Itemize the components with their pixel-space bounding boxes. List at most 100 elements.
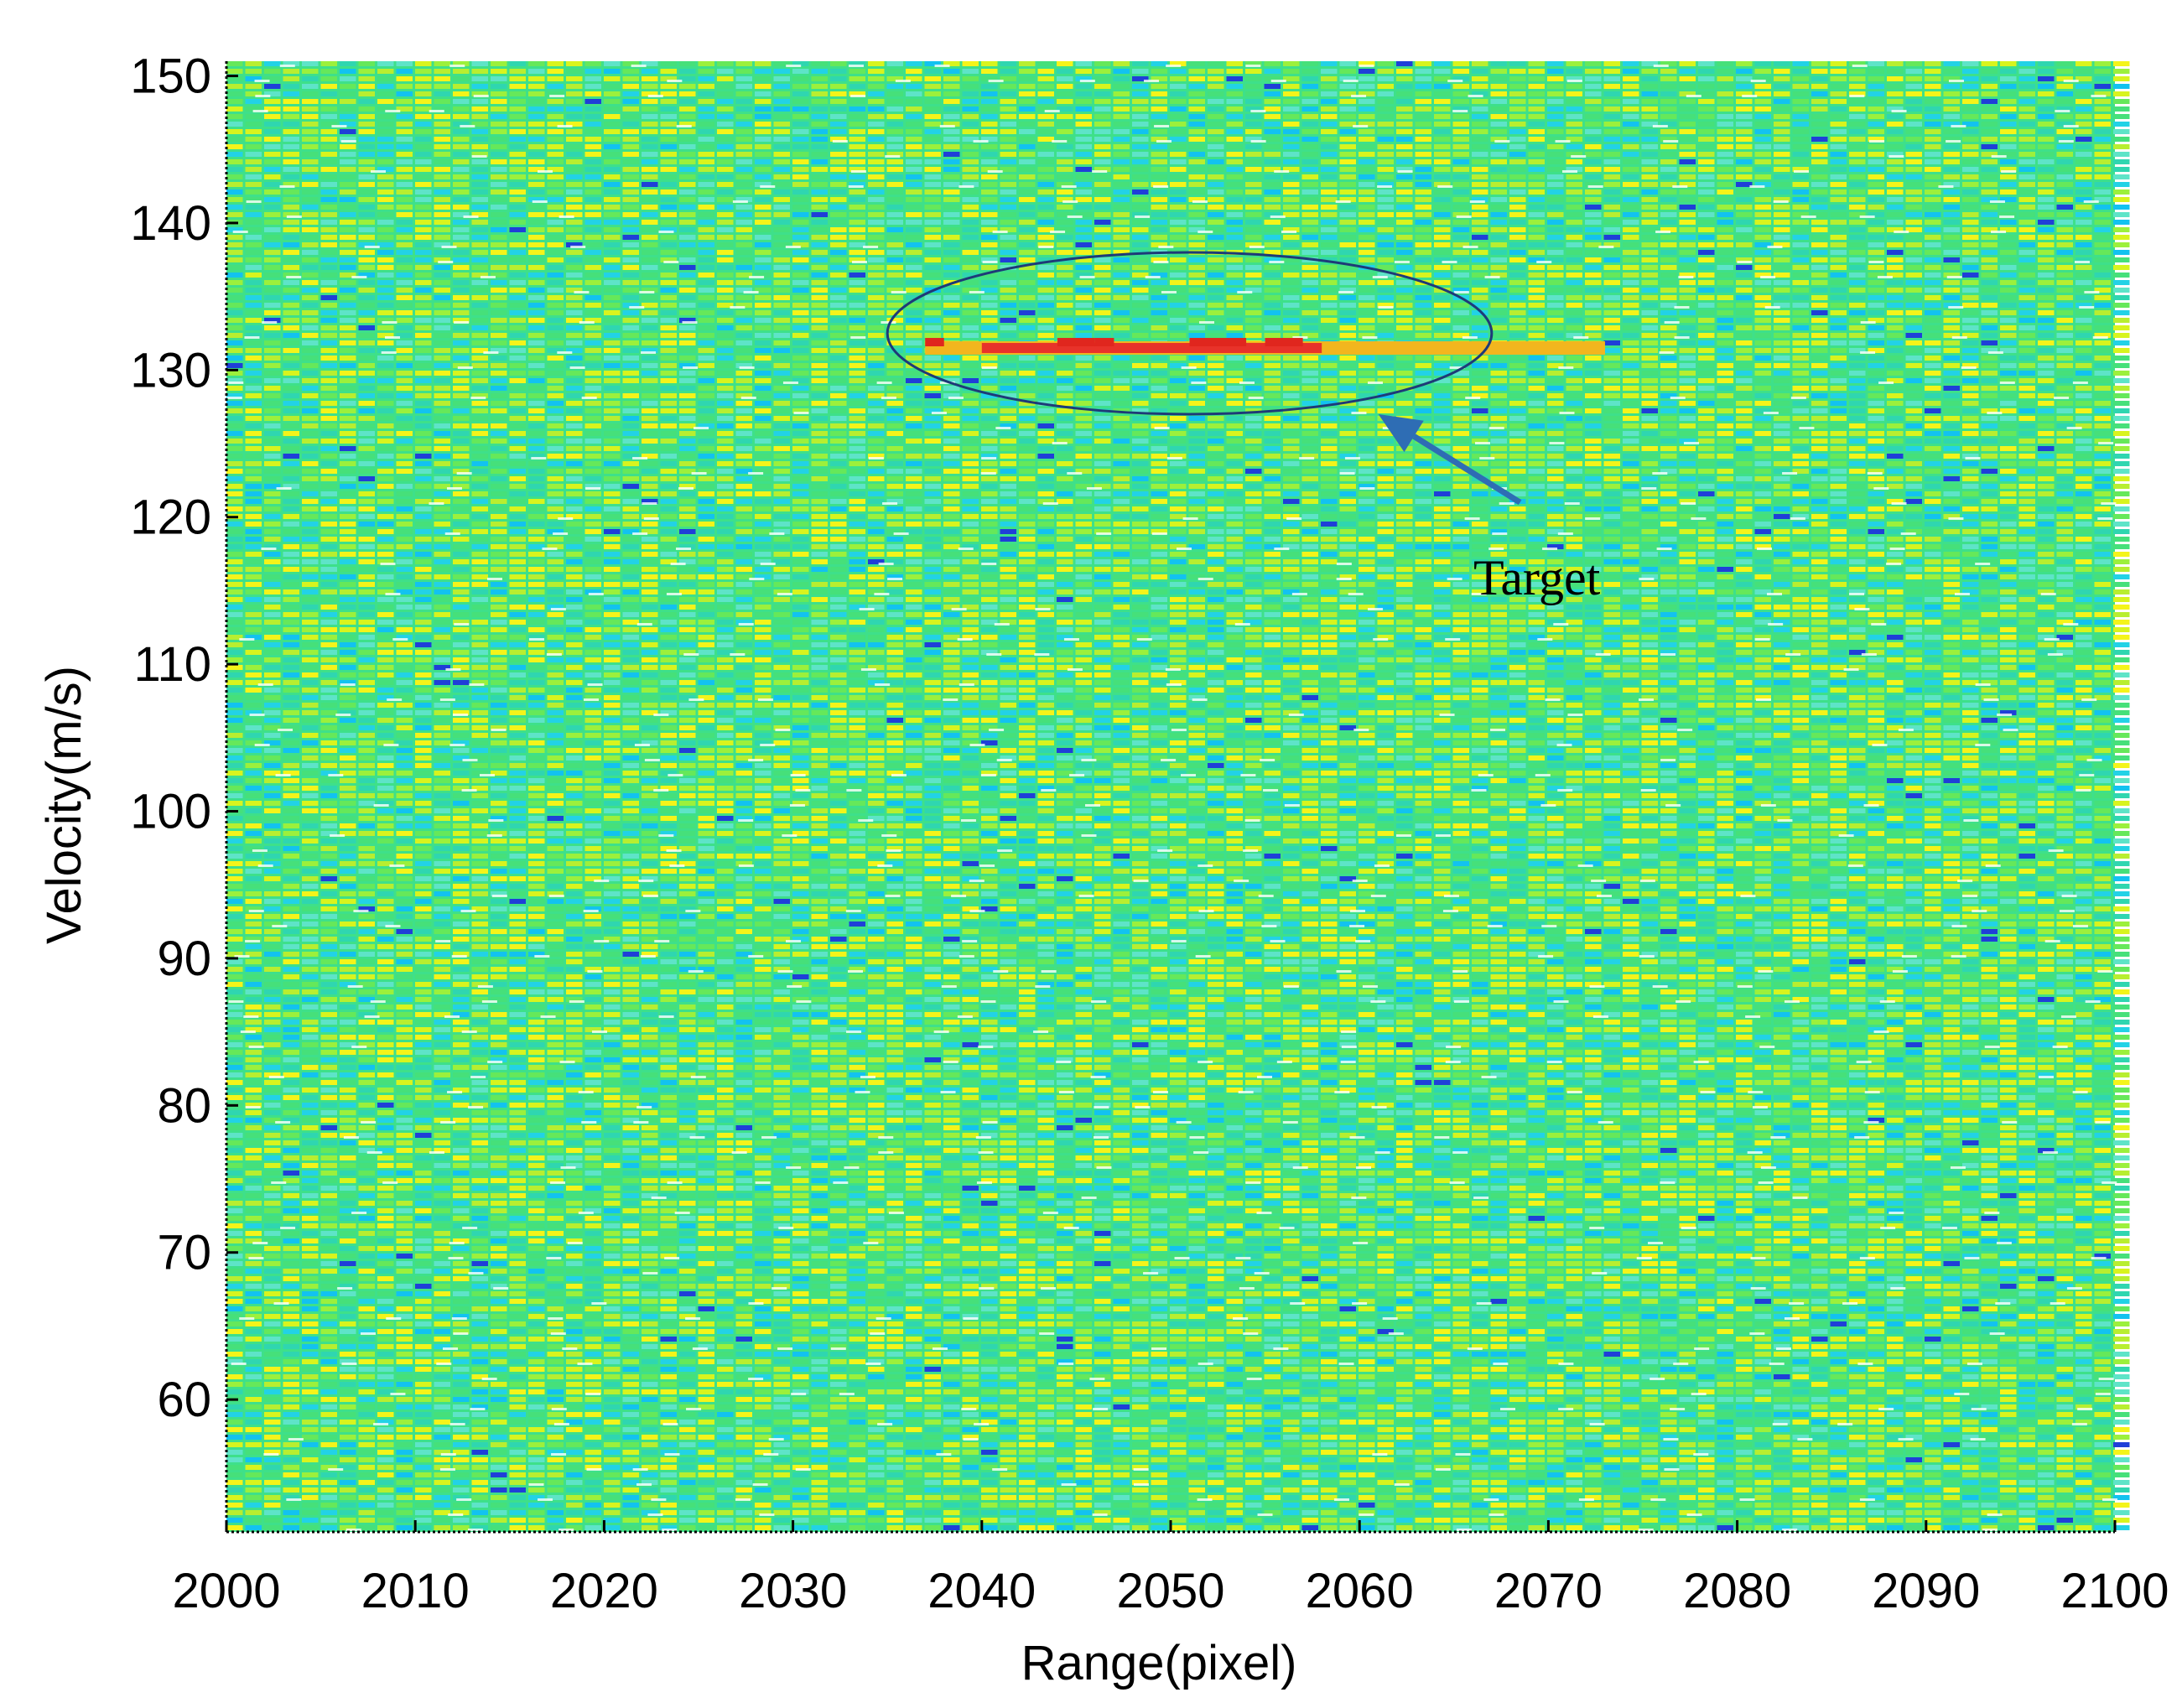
heatmap-cell xyxy=(1189,137,1206,142)
heatmap-cell xyxy=(604,159,621,164)
heatmap-cell xyxy=(830,129,847,134)
heatmap-cell xyxy=(510,69,527,74)
heatmap-cell xyxy=(1378,91,1395,96)
heatmap-cell xyxy=(472,159,489,164)
heatmap-cell xyxy=(2019,69,2036,74)
heatmap-cell xyxy=(2019,61,2036,66)
heatmap-cell xyxy=(1302,84,1319,89)
heatmap-cell xyxy=(397,76,413,81)
heatmap-cell xyxy=(1472,122,1488,127)
heatmap-cell xyxy=(679,144,696,149)
heatmap-cell xyxy=(1019,61,1036,66)
heatmap-cell xyxy=(1472,84,1488,89)
heatmap-cell xyxy=(1604,137,1621,142)
heatmap-cell xyxy=(1000,122,1017,127)
heatmap-cell xyxy=(1038,69,1055,74)
heatmap-cell xyxy=(755,137,771,142)
heatmap-cell xyxy=(1491,69,1508,74)
heatmap-cell xyxy=(226,137,243,142)
heatmap-cell xyxy=(604,152,621,157)
heatmap-cell xyxy=(1660,99,1677,104)
heatmap-cell xyxy=(246,137,262,142)
heatmap-cell xyxy=(472,129,489,134)
heatmap-cell xyxy=(1925,137,1941,142)
heatmap-cell xyxy=(699,167,715,172)
heatmap-cell xyxy=(1359,99,1375,104)
heatmap-cell xyxy=(1585,114,1602,119)
heatmap-cell xyxy=(1774,91,1790,96)
heatmap-cell xyxy=(1076,61,1093,66)
heatmap-cell xyxy=(1547,152,1564,157)
heatmap-cell xyxy=(1321,159,1338,164)
heatmap-cell xyxy=(1283,122,1300,127)
heatmap-cell xyxy=(1076,99,1093,104)
heatmap-cell xyxy=(1509,152,1526,157)
heatmap-cell xyxy=(1849,84,1866,89)
heatmap-cell xyxy=(1491,122,1508,127)
heatmap-cell xyxy=(585,69,602,74)
heatmap-cell xyxy=(528,137,545,142)
heatmap-cell xyxy=(1906,152,1923,157)
heatmap-cell xyxy=(1660,69,1677,74)
heatmap-cell xyxy=(1642,76,1659,81)
heatmap-cell xyxy=(1302,144,1319,149)
heatmap-cell xyxy=(1623,106,1639,112)
heatmap-cell xyxy=(528,152,545,157)
heatmap-cell xyxy=(1831,91,1847,96)
heatmap-cell xyxy=(1868,61,1885,66)
heatmap-cell xyxy=(642,167,658,172)
heatmap-cell xyxy=(415,84,432,89)
heatmap-cell xyxy=(321,76,338,81)
heatmap-cell xyxy=(302,61,319,66)
heatmap-cell xyxy=(774,122,791,127)
heatmap-cell xyxy=(1378,152,1395,157)
heatmap-cell xyxy=(1340,159,1357,164)
heatmap-cell xyxy=(774,99,791,104)
heatmap-cell xyxy=(585,84,602,89)
heatmap-cell xyxy=(1944,69,1961,74)
heatmap-cell xyxy=(226,129,243,134)
heatmap-cell xyxy=(906,106,922,112)
heatmap-cell xyxy=(1283,152,1300,157)
heatmap-cell xyxy=(963,159,979,164)
heatmap-cell xyxy=(1982,159,1998,164)
heatmap-cell xyxy=(1925,106,1941,112)
heatmap-cell xyxy=(1868,152,1885,157)
heatmap-cell xyxy=(1509,159,1526,164)
heatmap-cell xyxy=(397,69,413,74)
heatmap-cell xyxy=(1434,122,1451,127)
heatmap-cell xyxy=(1585,129,1602,134)
heatmap-cell xyxy=(321,167,338,172)
heatmap-cell xyxy=(321,99,338,104)
heatmap-cell xyxy=(1547,69,1564,74)
heatmap-cell xyxy=(226,159,243,164)
heatmap-cell xyxy=(1944,61,1961,66)
heatmap-cell xyxy=(812,152,829,157)
heatmap-cell xyxy=(1982,76,1998,81)
heatmap-cell xyxy=(2075,69,2092,74)
heatmap-cell xyxy=(699,76,715,81)
heatmap-cell xyxy=(981,106,998,112)
heatmap-cell xyxy=(642,144,658,149)
heatmap-cell xyxy=(1359,76,1375,81)
heatmap-cell xyxy=(1283,84,1300,89)
heatmap-cell xyxy=(1509,61,1526,66)
heatmap-cell xyxy=(661,84,678,89)
heatmap-cell xyxy=(1547,114,1564,119)
heatmap-cell xyxy=(736,84,753,89)
heatmap-cell xyxy=(981,84,998,89)
heatmap-cell xyxy=(1189,167,1206,172)
heatmap-cell xyxy=(415,159,432,164)
heatmap-cell xyxy=(717,84,734,89)
heatmap-cell xyxy=(1038,91,1055,96)
heatmap-cell xyxy=(1680,114,1696,119)
heatmap-cell xyxy=(1378,76,1395,81)
heatmap-cell xyxy=(226,84,243,89)
heatmap-cell xyxy=(1642,99,1659,104)
heatmap-cell xyxy=(1227,84,1244,89)
heatmap-cell xyxy=(472,99,489,104)
heatmap-cell xyxy=(1189,69,1206,74)
heatmap-cell xyxy=(943,106,960,112)
heatmap-cell xyxy=(1114,69,1130,74)
heatmap-cell xyxy=(963,152,979,157)
